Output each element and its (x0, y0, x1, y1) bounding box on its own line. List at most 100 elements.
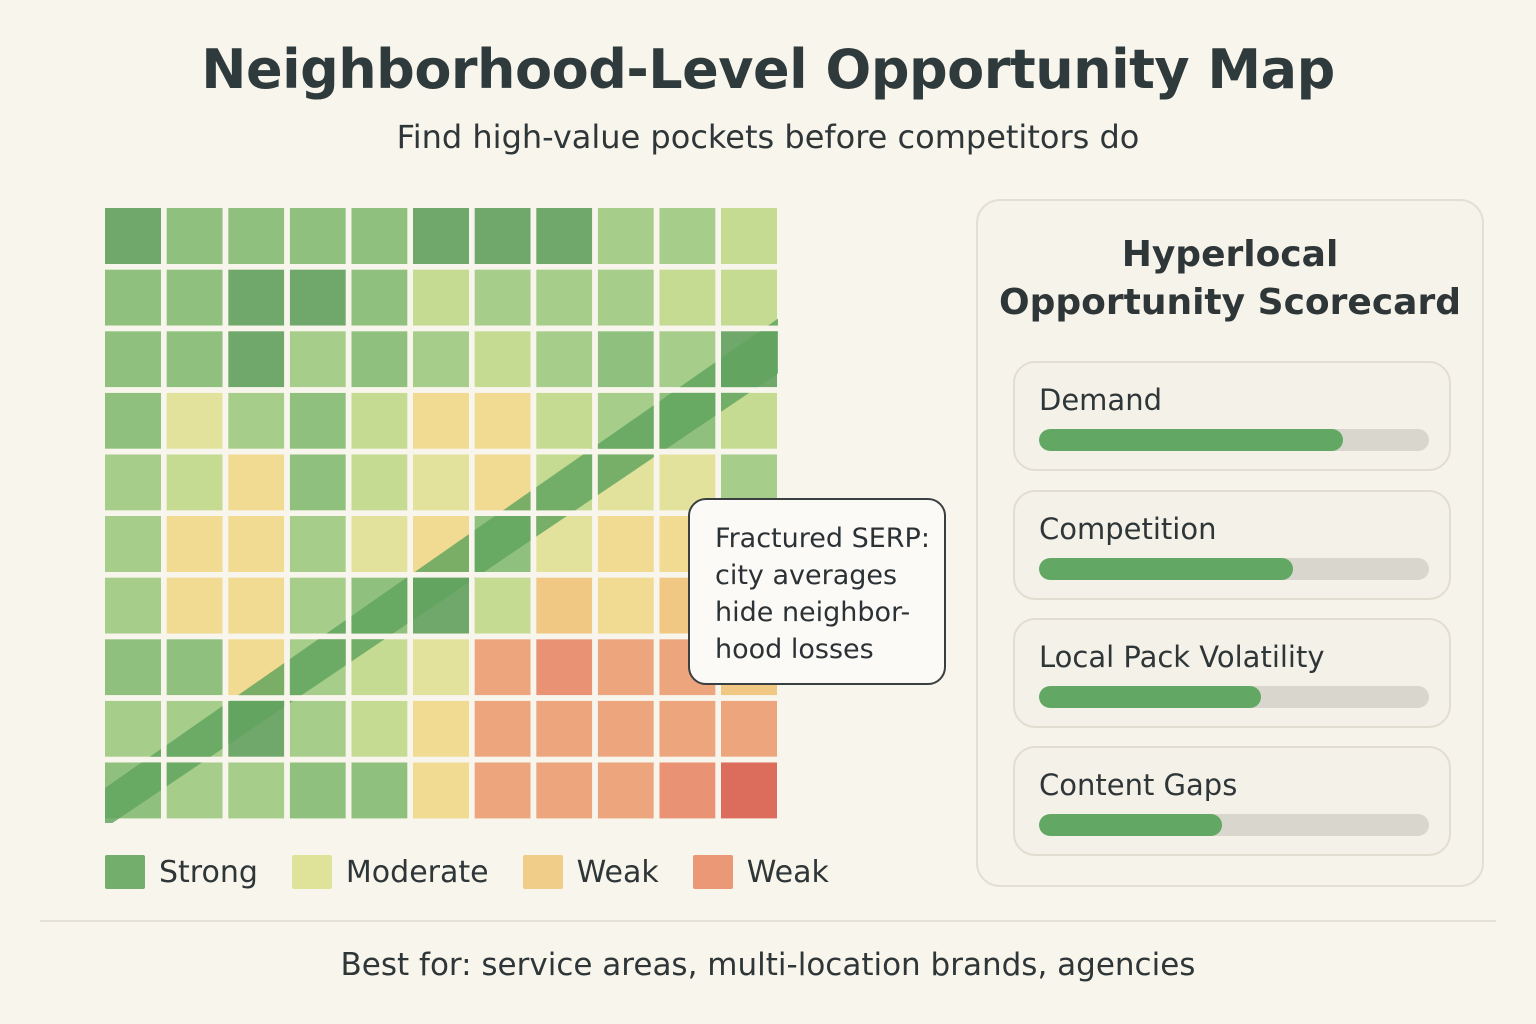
heatmap-legend: Strong Moderate Weak Weak (105, 852, 863, 892)
callout-line: Fractured SERP: (715, 523, 930, 554)
heatmap-gutter (100, 572, 783, 578)
metric-track (1039, 814, 1429, 836)
heatmap-cell (474, 392, 531, 449)
heatmap-cell (105, 516, 161, 572)
heatmap-cell (228, 269, 285, 326)
heatmap-cell (105, 269, 161, 326)
metric-content-gaps: Content Gaps (1013, 746, 1451, 856)
heatmap-gutter (100, 633, 783, 640)
metric-label: Local Pack Volatility (1039, 640, 1325, 674)
heatmap-cell (474, 639, 531, 696)
heatmap-cell (413, 454, 469, 511)
heatmap-cell (289, 700, 346, 757)
heatmap-cell (166, 269, 223, 326)
footer-divider (40, 920, 1496, 922)
metric-label: Content Gaps (1039, 768, 1238, 802)
heatmap-gutter (100, 756, 783, 763)
heatmap-cell (536, 392, 593, 449)
heatmap-cell (105, 208, 161, 264)
legend-item-strong: Strong (105, 855, 258, 890)
legend-item-weak: Weak (522, 854, 659, 890)
heatmap-cell (474, 208, 531, 264)
heatmap-cell (659, 269, 716, 326)
heatmap-cell (597, 331, 654, 388)
callout-line: hide neighbor- (715, 597, 911, 628)
opportunity-scorecard: Hyperlocal Opportunity Scorecard Demand … (976, 199, 1484, 887)
heatmap-cell (721, 269, 777, 326)
heatmap-cell (105, 700, 161, 757)
heatmap-cell (474, 762, 531, 819)
heatmap-cell (721, 208, 777, 264)
heatmap-cell (166, 454, 223, 511)
legend-item-weak-red: Weak (692, 855, 829, 890)
legend-item-moderate: Moderate (291, 854, 489, 890)
heatmap-cell (597, 700, 654, 757)
heatmap-cell (536, 577, 593, 634)
heatmap-cell (351, 269, 408, 326)
metric-label: Demand (1039, 383, 1162, 417)
heatmap-cell (474, 700, 531, 757)
heatmap-cell (289, 269, 346, 326)
heatmap-cell (597, 577, 654, 634)
legend-label: Weak (576, 854, 659, 890)
callout-line: hood losses (715, 634, 874, 665)
heatmap-cell (166, 208, 223, 264)
heatmap-cell (721, 762, 777, 819)
heatmap-cell (289, 331, 346, 388)
opportunity-heatmap (100, 203, 786, 823)
heatmap-cell (536, 639, 593, 696)
heatmap-gutter (100, 695, 783, 701)
heatmap-cell (228, 454, 285, 511)
heatmap-cell (659, 762, 716, 819)
page-title: Neighborhood-Level Opportunity Map (201, 38, 1335, 101)
heatmap-cell (289, 392, 346, 449)
heatmap-cell (289, 454, 346, 511)
heatmap-cell (474, 269, 531, 326)
metric-bar-fill (1039, 814, 1223, 836)
heatmap-cell (413, 208, 469, 264)
heatmap-cell (351, 516, 408, 572)
heatmap-cell (351, 700, 408, 757)
legend-label: Moderate (345, 854, 489, 890)
legend-label: Strong (159, 854, 258, 890)
heatmap-cell (166, 331, 223, 388)
heatmap-cell (597, 639, 654, 696)
heatmap-cell (413, 331, 469, 388)
heatmap-gutter (100, 510, 783, 516)
heatmap-gutter (100, 264, 783, 270)
heatmap-cell (597, 269, 654, 326)
heatmap-cell (351, 208, 408, 264)
heatmap-cell (228, 516, 285, 572)
heatmap-cell (536, 331, 593, 388)
legend-swatch (291, 855, 332, 889)
heatmap-cell (289, 762, 346, 819)
heatmap-cell (536, 700, 593, 757)
heatmap-cell (413, 700, 469, 757)
heatmap-cell (351, 454, 408, 511)
heatmap-cell (289, 577, 346, 634)
heatmap-frame-mask (100, 203, 105, 823)
heatmap-gutter (100, 387, 783, 393)
heatmap-cell (228, 331, 285, 388)
metric-bar-fill (1039, 429, 1344, 451)
heatmap-cell (228, 762, 285, 819)
legend-swatch (105, 855, 145, 889)
legend-swatch (522, 855, 563, 889)
heatmap-cell (351, 392, 408, 449)
heatmap-cell (228, 392, 285, 449)
metric-track (1039, 429, 1429, 451)
heatmap-cell (413, 392, 469, 449)
heatmap-cell (597, 516, 654, 572)
metric-demand: Demand (1013, 361, 1451, 471)
heatmap-cell (105, 331, 161, 388)
heatmap-cell (166, 639, 223, 696)
metric-bar-fill (1039, 558, 1293, 580)
metric-label: Competition (1039, 512, 1217, 546)
scorecard-title-line: Hyperlocal (1121, 234, 1339, 275)
heatmap-cell (721, 700, 777, 757)
callout-line: city averages (715, 560, 898, 591)
legend-swatch (692, 855, 733, 889)
metric-competition: Competition (1013, 490, 1451, 600)
heatmap-cell (413, 269, 469, 326)
heatmap-cell (536, 208, 593, 264)
